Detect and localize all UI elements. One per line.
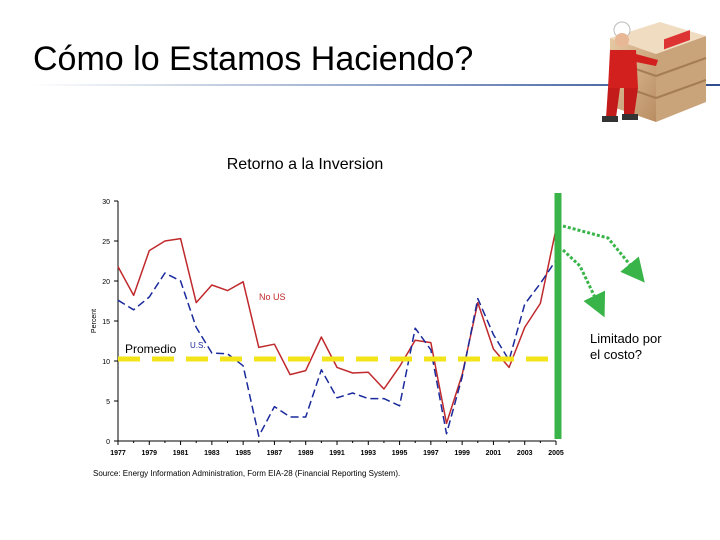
y-axis-label: Percent bbox=[91, 309, 98, 333]
x-tick-label: 2005 bbox=[548, 450, 564, 457]
x-tick-label: 1981 bbox=[173, 450, 189, 457]
x-tick-label: 1995 bbox=[392, 450, 408, 457]
chart-title: Retorno a la Inversion bbox=[226, 156, 384, 173]
y-tick-label: 30 bbox=[102, 199, 110, 206]
series-label-no-us: No US bbox=[259, 292, 286, 302]
x-tick-label: 1993 bbox=[360, 450, 376, 457]
x-tick-label: 1985 bbox=[235, 450, 251, 457]
slide-title: Cómo lo Estamos Haciendo? bbox=[33, 40, 474, 78]
x-tick-label: 1987 bbox=[267, 450, 283, 457]
side-note-line-1: Limitado por bbox=[590, 331, 662, 346]
x-tick-label: 1999 bbox=[454, 450, 470, 457]
y-tick-label: 10 bbox=[102, 359, 110, 366]
y-tick-label: 5 bbox=[106, 399, 110, 406]
trend-arrow-upper bbox=[562, 224, 645, 283]
x-tick-label: 1991 bbox=[329, 450, 345, 457]
x-tick-label: 2003 bbox=[517, 450, 533, 457]
x-tick-label: 2001 bbox=[486, 450, 502, 457]
source-note: Source: Energy Information Administratio… bbox=[93, 469, 400, 478]
average-label: Promedio bbox=[125, 342, 177, 356]
x-tick-label: 1977 bbox=[110, 450, 126, 457]
series-line-us bbox=[117, 259, 557, 437]
series-line-no-us bbox=[117, 228, 557, 425]
y-tick-label: 0 bbox=[106, 439, 110, 446]
x-tick-label: 1983 bbox=[204, 450, 220, 457]
side-note-line-2: el costo? bbox=[590, 347, 643, 362]
trend-arrow-lower bbox=[561, 248, 606, 318]
y-tick-label: 25 bbox=[102, 239, 110, 246]
y-tick-label: 20 bbox=[102, 279, 110, 286]
y-tick-label: 15 bbox=[102, 319, 110, 326]
worker-leaning-on-crate-icon bbox=[602, 21, 707, 122]
side-note: Limitado por el costo? bbox=[590, 331, 662, 363]
series-label-us: U.S. bbox=[190, 341, 206, 350]
title-underline bbox=[30, 84, 720, 86]
x-tick-label: 1989 bbox=[298, 450, 314, 457]
x-tick-label: 1979 bbox=[141, 450, 157, 457]
x-tick-label: 1997 bbox=[423, 450, 439, 457]
